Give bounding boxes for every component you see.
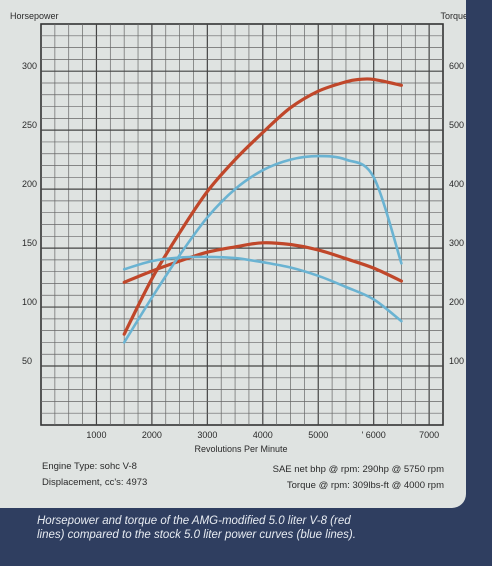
grid — [40, 23, 444, 426]
x-tick-label: ' 6000 — [362, 430, 386, 440]
left-tick-label: 250 — [22, 120, 37, 130]
right-tick-label: 600 — [449, 61, 464, 71]
net-bhp: SAE net bhp @ rpm: 290hp @ 5750 rpm — [272, 464, 444, 475]
left-tick-label: 50 — [22, 356, 32, 366]
right-tick-label: 100 — [449, 356, 464, 366]
right-tick-label: 300 — [449, 238, 464, 248]
x-tick-label: 2000 — [142, 430, 162, 440]
x-tick-label: 5000 — [308, 430, 328, 440]
left-tick-label: 200 — [22, 179, 37, 189]
left-tick-label: 100 — [22, 297, 37, 307]
x-tick-label: 1000 — [86, 430, 106, 440]
right-tick-label: 500 — [449, 120, 464, 130]
stock-horsepower-curve — [122, 154, 403, 344]
power-torque-chart: 1000 2000 3000 4000 5000 ' 6000 7000 50 100 150 20… — [10, 11, 466, 454]
curves — [122, 77, 403, 344]
amg-horsepower-curve — [122, 77, 403, 336]
right-tick-label: 200 — [449, 297, 464, 307]
engine-type: Engine Type: sohc V-8 — [42, 461, 137, 472]
left-tick-label: 150 — [22, 238, 37, 248]
x-tick-label: 3000 — [197, 430, 217, 440]
peak-torque: Torque @ rpm: 309lbs-ft @ 4000 rpm — [286, 480, 444, 491]
x-tick-label: 7000 — [419, 430, 439, 440]
left-tick-label: 300 — [22, 61, 37, 71]
x-tick-label: 4000 — [253, 430, 273, 440]
right-tick-label: 400 — [449, 179, 464, 189]
left-axis-label: Horsepower — [10, 11, 59, 21]
amg-torque-curve — [122, 241, 403, 284]
caption: Horsepower and torque of the AMG-modifie… — [37, 515, 356, 541]
chart-card: 1000 2000 3000 4000 5000 ' 6000 7000 50 100 150 20… — [0, 0, 466, 508]
displacement: Displacement, cc's: 4973 — [42, 477, 148, 488]
right-axis-label: Torque — [440, 11, 466, 21]
ticks: 1000 2000 3000 4000 5000 ' 6000 7000 50 100 150 20… — [22, 61, 464, 440]
stock-torque-curve — [122, 255, 403, 323]
x-axis-label: Revolutions Per Minute — [194, 444, 287, 454]
